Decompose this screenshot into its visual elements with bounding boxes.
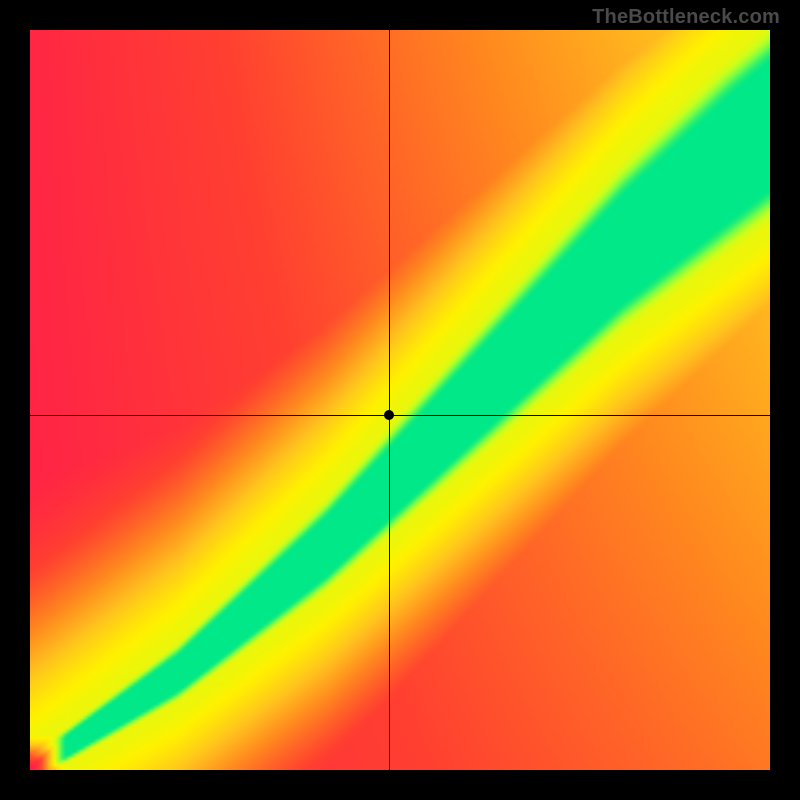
crosshair-vertical <box>389 30 390 770</box>
crosshair-horizontal <box>30 415 770 416</box>
chart-container: TheBottleneck.com <box>0 0 800 800</box>
crosshair-marker <box>384 410 394 420</box>
watermark-text: TheBottleneck.com <box>592 6 780 29</box>
heatmap-canvas <box>30 30 770 770</box>
plot-area <box>30 30 770 770</box>
